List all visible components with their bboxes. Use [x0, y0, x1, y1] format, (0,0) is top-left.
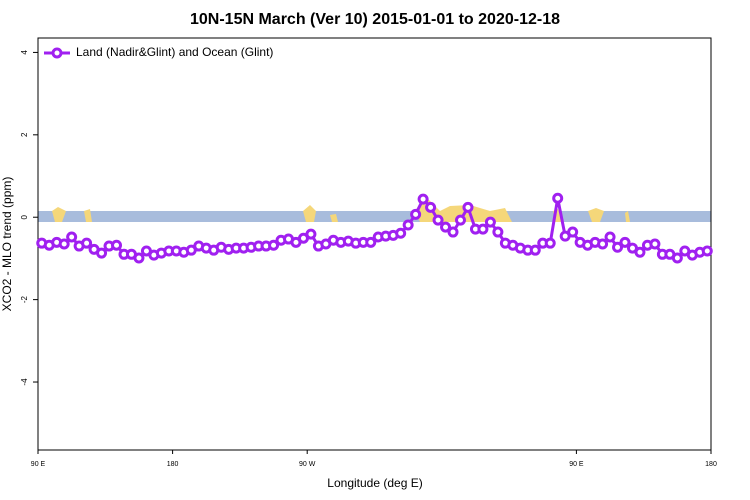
data-point	[484, 216, 496, 228]
data-point	[649, 238, 661, 250]
x-tick-label: 90 E	[569, 461, 584, 468]
data-point	[454, 214, 466, 226]
legend: Land (Nadir&Glint) and Ocean (Glint)	[44, 45, 273, 59]
data-point	[305, 228, 317, 240]
data-point	[544, 237, 556, 249]
y-tick-label: 2	[20, 132, 29, 137]
legend-marker	[51, 47, 63, 59]
data-point	[133, 252, 145, 264]
data-point	[425, 201, 437, 213]
data-point	[567, 226, 579, 238]
y-tick-label: -4	[20, 378, 29, 386]
data-point	[671, 252, 683, 264]
data-point	[529, 244, 541, 256]
chart-title: 10N-15N March (Ver 10) 2015-01-01 to 202…	[190, 11, 560, 28]
data-point	[612, 241, 624, 253]
data-point	[417, 193, 429, 205]
data-point	[58, 238, 70, 250]
data-point	[447, 226, 459, 238]
data-point	[432, 214, 444, 226]
x-tick-label: 180	[705, 461, 717, 468]
x-tick-label: 90 E	[31, 461, 46, 468]
data-point	[66, 231, 78, 243]
data-point	[701, 245, 713, 257]
y-axis-label: XCO2 - MLO trend (ppm)	[0, 177, 14, 312]
y-tick-label: 0	[20, 214, 29, 219]
data-point	[395, 227, 407, 239]
data-point	[552, 192, 564, 204]
data-point	[410, 208, 422, 220]
legend-label: Land (Nadir&Glint) and Ocean (Glint)	[76, 45, 273, 59]
data-point	[96, 247, 108, 259]
data-point	[462, 201, 474, 213]
surface-mask	[38, 196, 711, 222]
y-tick-label: -2	[20, 296, 29, 304]
data-point	[619, 236, 631, 248]
data-point	[268, 239, 280, 251]
x-tick-label: 180	[167, 461, 179, 468]
data-point	[440, 221, 452, 233]
data-point	[634, 246, 646, 258]
data-point	[597, 238, 609, 250]
x-tick-label: 90 W	[299, 461, 316, 468]
y-tick-label: 4	[20, 50, 29, 55]
data-point	[111, 239, 123, 251]
data-point	[492, 226, 504, 238]
data-point	[365, 236, 377, 248]
data-point	[402, 219, 414, 231]
x-axis-label: Longitude (deg E)	[327, 476, 422, 490]
data-point	[81, 237, 93, 249]
data-point	[604, 231, 616, 243]
data-point	[477, 223, 489, 235]
